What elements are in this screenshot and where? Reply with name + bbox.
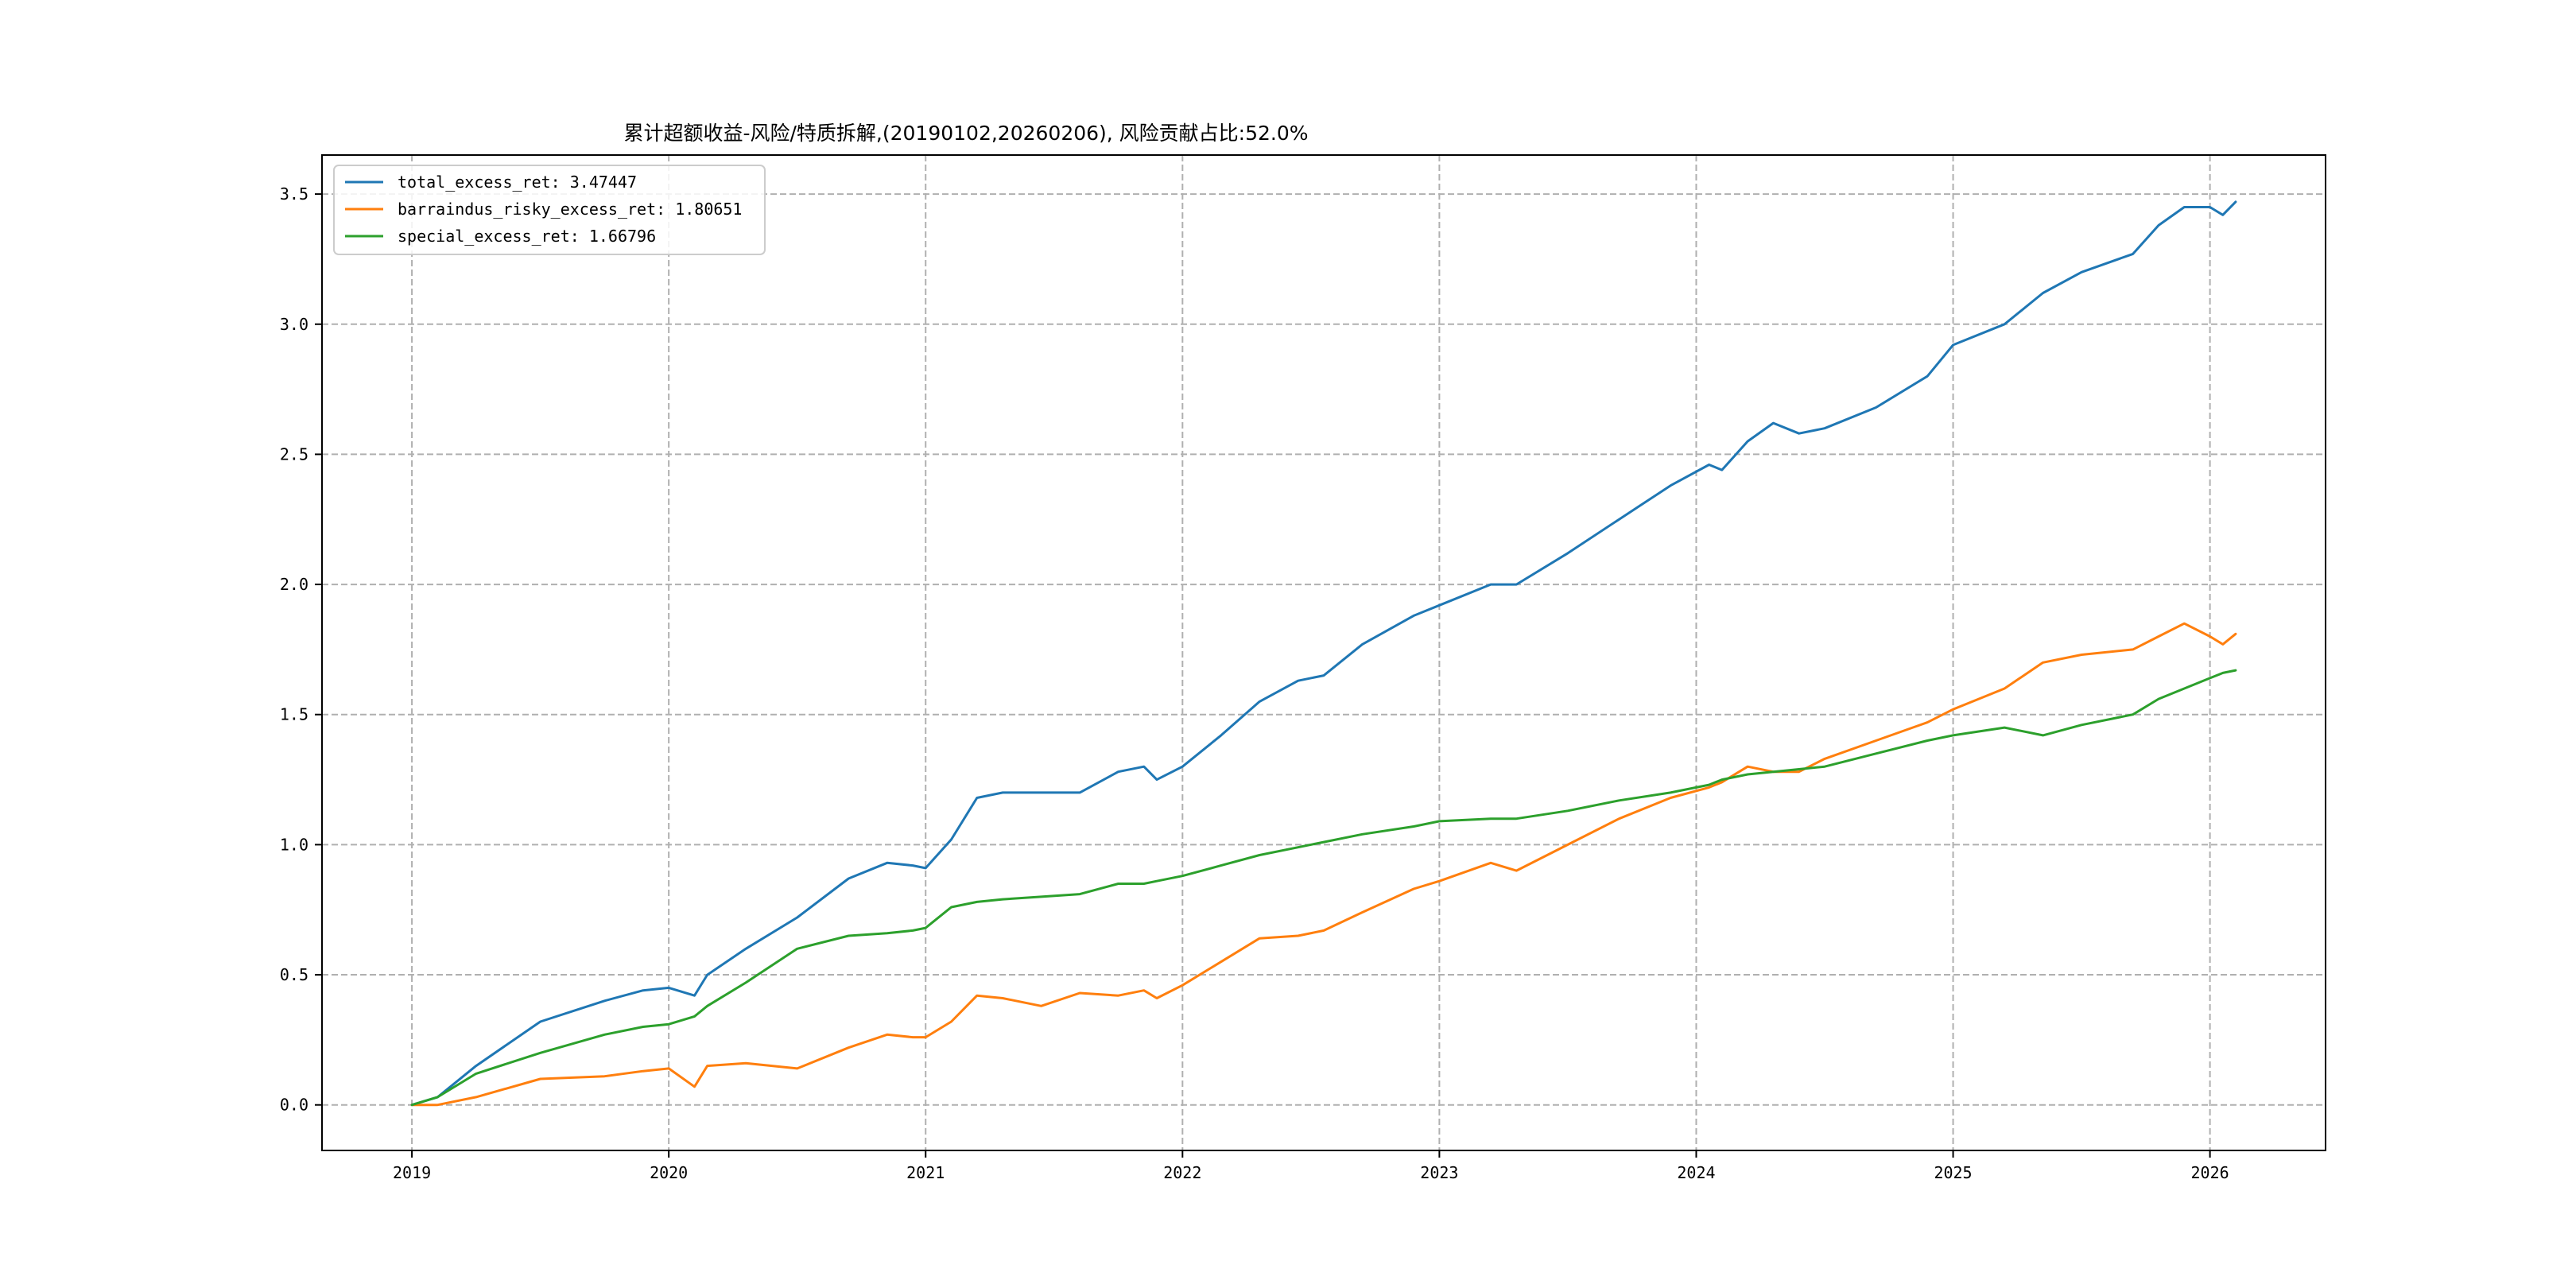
series-line-2 (410, 669, 2237, 1107)
x-tick-label: 2019 (393, 1163, 431, 1182)
x-tick-label: 2025 (1934, 1163, 1972, 1182)
x-tick-label: 2021 (906, 1163, 945, 1182)
legend: total_excess_ret: 3.47447 barraindus_risk… (333, 165, 766, 255)
y-tick-label: 2.0 (280, 575, 308, 594)
chart-title: 累计超额收益-风险/特质拆解,(20190102,20260206), 风险贡献… (623, 122, 1308, 145)
y-tick-label: 1.0 (280, 835, 308, 854)
y-tick-label: 2.5 (280, 444, 308, 464)
y-tick-label: 1.5 (280, 705, 308, 724)
series-line-1 (410, 622, 2237, 1107)
x-tick-label: 2020 (650, 1163, 688, 1182)
x-axis: 2019 2020 2021 2022 2023 2024 2025 2026 (393, 1150, 2229, 1182)
series-lines (410, 200, 2237, 1107)
x-tick-label: 2024 (1677, 1163, 1715, 1182)
y-tick-label: 3.0 (280, 315, 308, 334)
x-tick-label: 2023 (1420, 1163, 1458, 1182)
y-axis: 0.0 0.5 1.0 1.5 2.0 2.5 3.0 3.5 (280, 184, 322, 1115)
grid (322, 155, 2326, 1150)
legend-label: total_excess_ret: 3.47447 (398, 173, 637, 192)
x-tick-label: 2026 (2191, 1163, 2229, 1182)
plot-frame (321, 154, 2326, 1151)
series-line-0 (410, 200, 2237, 1107)
y-tick-label: 0.5 (280, 965, 308, 984)
x-tick-label: 2022 (1163, 1163, 1201, 1182)
legend-box (333, 165, 766, 255)
legend-label: special_excess_ret: 1.66796 (398, 227, 656, 246)
legend-label: barraindus_risky_excess_ret: 1.80651 (398, 200, 742, 219)
y-tick-label: 3.5 (280, 184, 308, 204)
y-tick-label: 0.0 (280, 1096, 308, 1115)
